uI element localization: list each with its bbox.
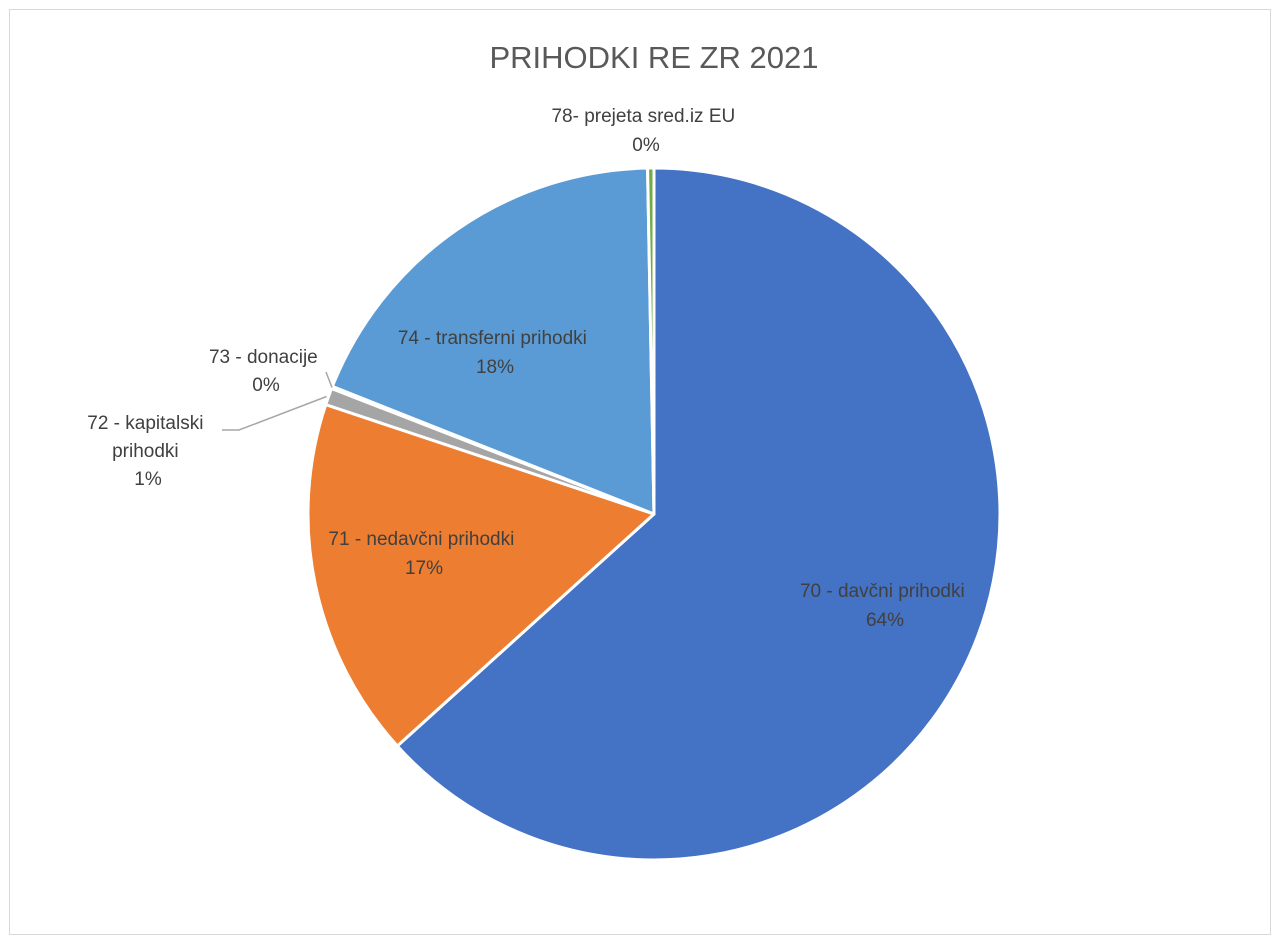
leader-line-donacije — [325, 371, 333, 388]
chart-title: PRIHODKI RE ZR 2021 — [489, 40, 818, 75]
pie-slice-4 — [330, 166, 656, 516]
leader-lines — [222, 371, 333, 431]
pie-slice-5 — [646, 166, 656, 516]
slice-label-kapitalski: 72 - kapitalski prihodki 1% — [87, 413, 208, 490]
slice-label-donacije: 73 - donacije 0% — [209, 347, 323, 396]
pie-slice-0 — [395, 166, 1002, 862]
slice-label-davcni: 70 - davčni prihodki 64% — [800, 581, 970, 631]
slice-label-eu: 78- prejeta sred.iz EU 0% — [551, 106, 740, 156]
slice-label-nedavcni: 71 - nedavčni prihodki 17% — [328, 529, 519, 579]
pie-slices — [306, 166, 1002, 862]
slice-label-transferni: 74 - transferni prihodki 18% — [398, 328, 592, 378]
pie-slice-1 — [306, 403, 656, 748]
leader-line-kapitalski — [222, 395, 327, 431]
